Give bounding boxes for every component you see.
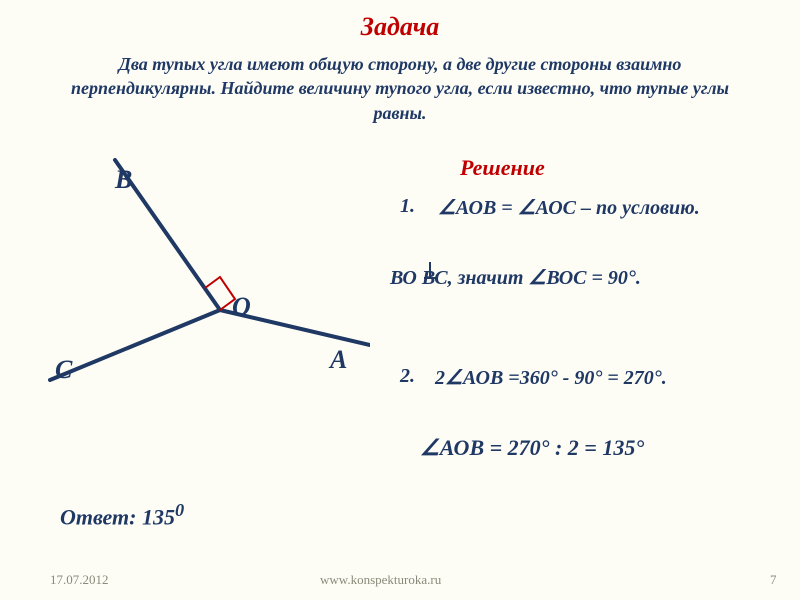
label-O: О (232, 292, 251, 322)
slide-title: Задача (0, 12, 800, 42)
page-number: 7 (770, 572, 777, 588)
footer-url: www.konspekturoka.ru (320, 572, 441, 588)
solution-heading: Решение (460, 155, 545, 181)
step-1-number: 1. (400, 195, 415, 218)
label-B: В (115, 165, 132, 195)
footer-date: 17.07.2012 (50, 572, 109, 588)
answer-text: Ответ: 1350 (60, 500, 184, 530)
label-A: А (330, 345, 347, 375)
answer-prefix: Ответ: 135 (60, 504, 175, 529)
answer-sup: 0 (175, 500, 184, 520)
step-1-text: ∠АОВ = ∠АОС – по условию. (438, 195, 758, 222)
ray-OC (50, 310, 220, 380)
step-2-number: 2. (400, 365, 415, 388)
label-C: С (55, 355, 72, 385)
perpendicular-icon (423, 260, 437, 282)
step-2-text: 2∠АОВ =360° - 90° = 270°. (435, 365, 755, 392)
geometry-diagram (40, 150, 370, 420)
problem-statement: Два тупых угла имеют общую сторону, а дв… (60, 52, 740, 125)
step-3-text: ∠АОВ = 270° : 2 = 135° (420, 435, 644, 461)
